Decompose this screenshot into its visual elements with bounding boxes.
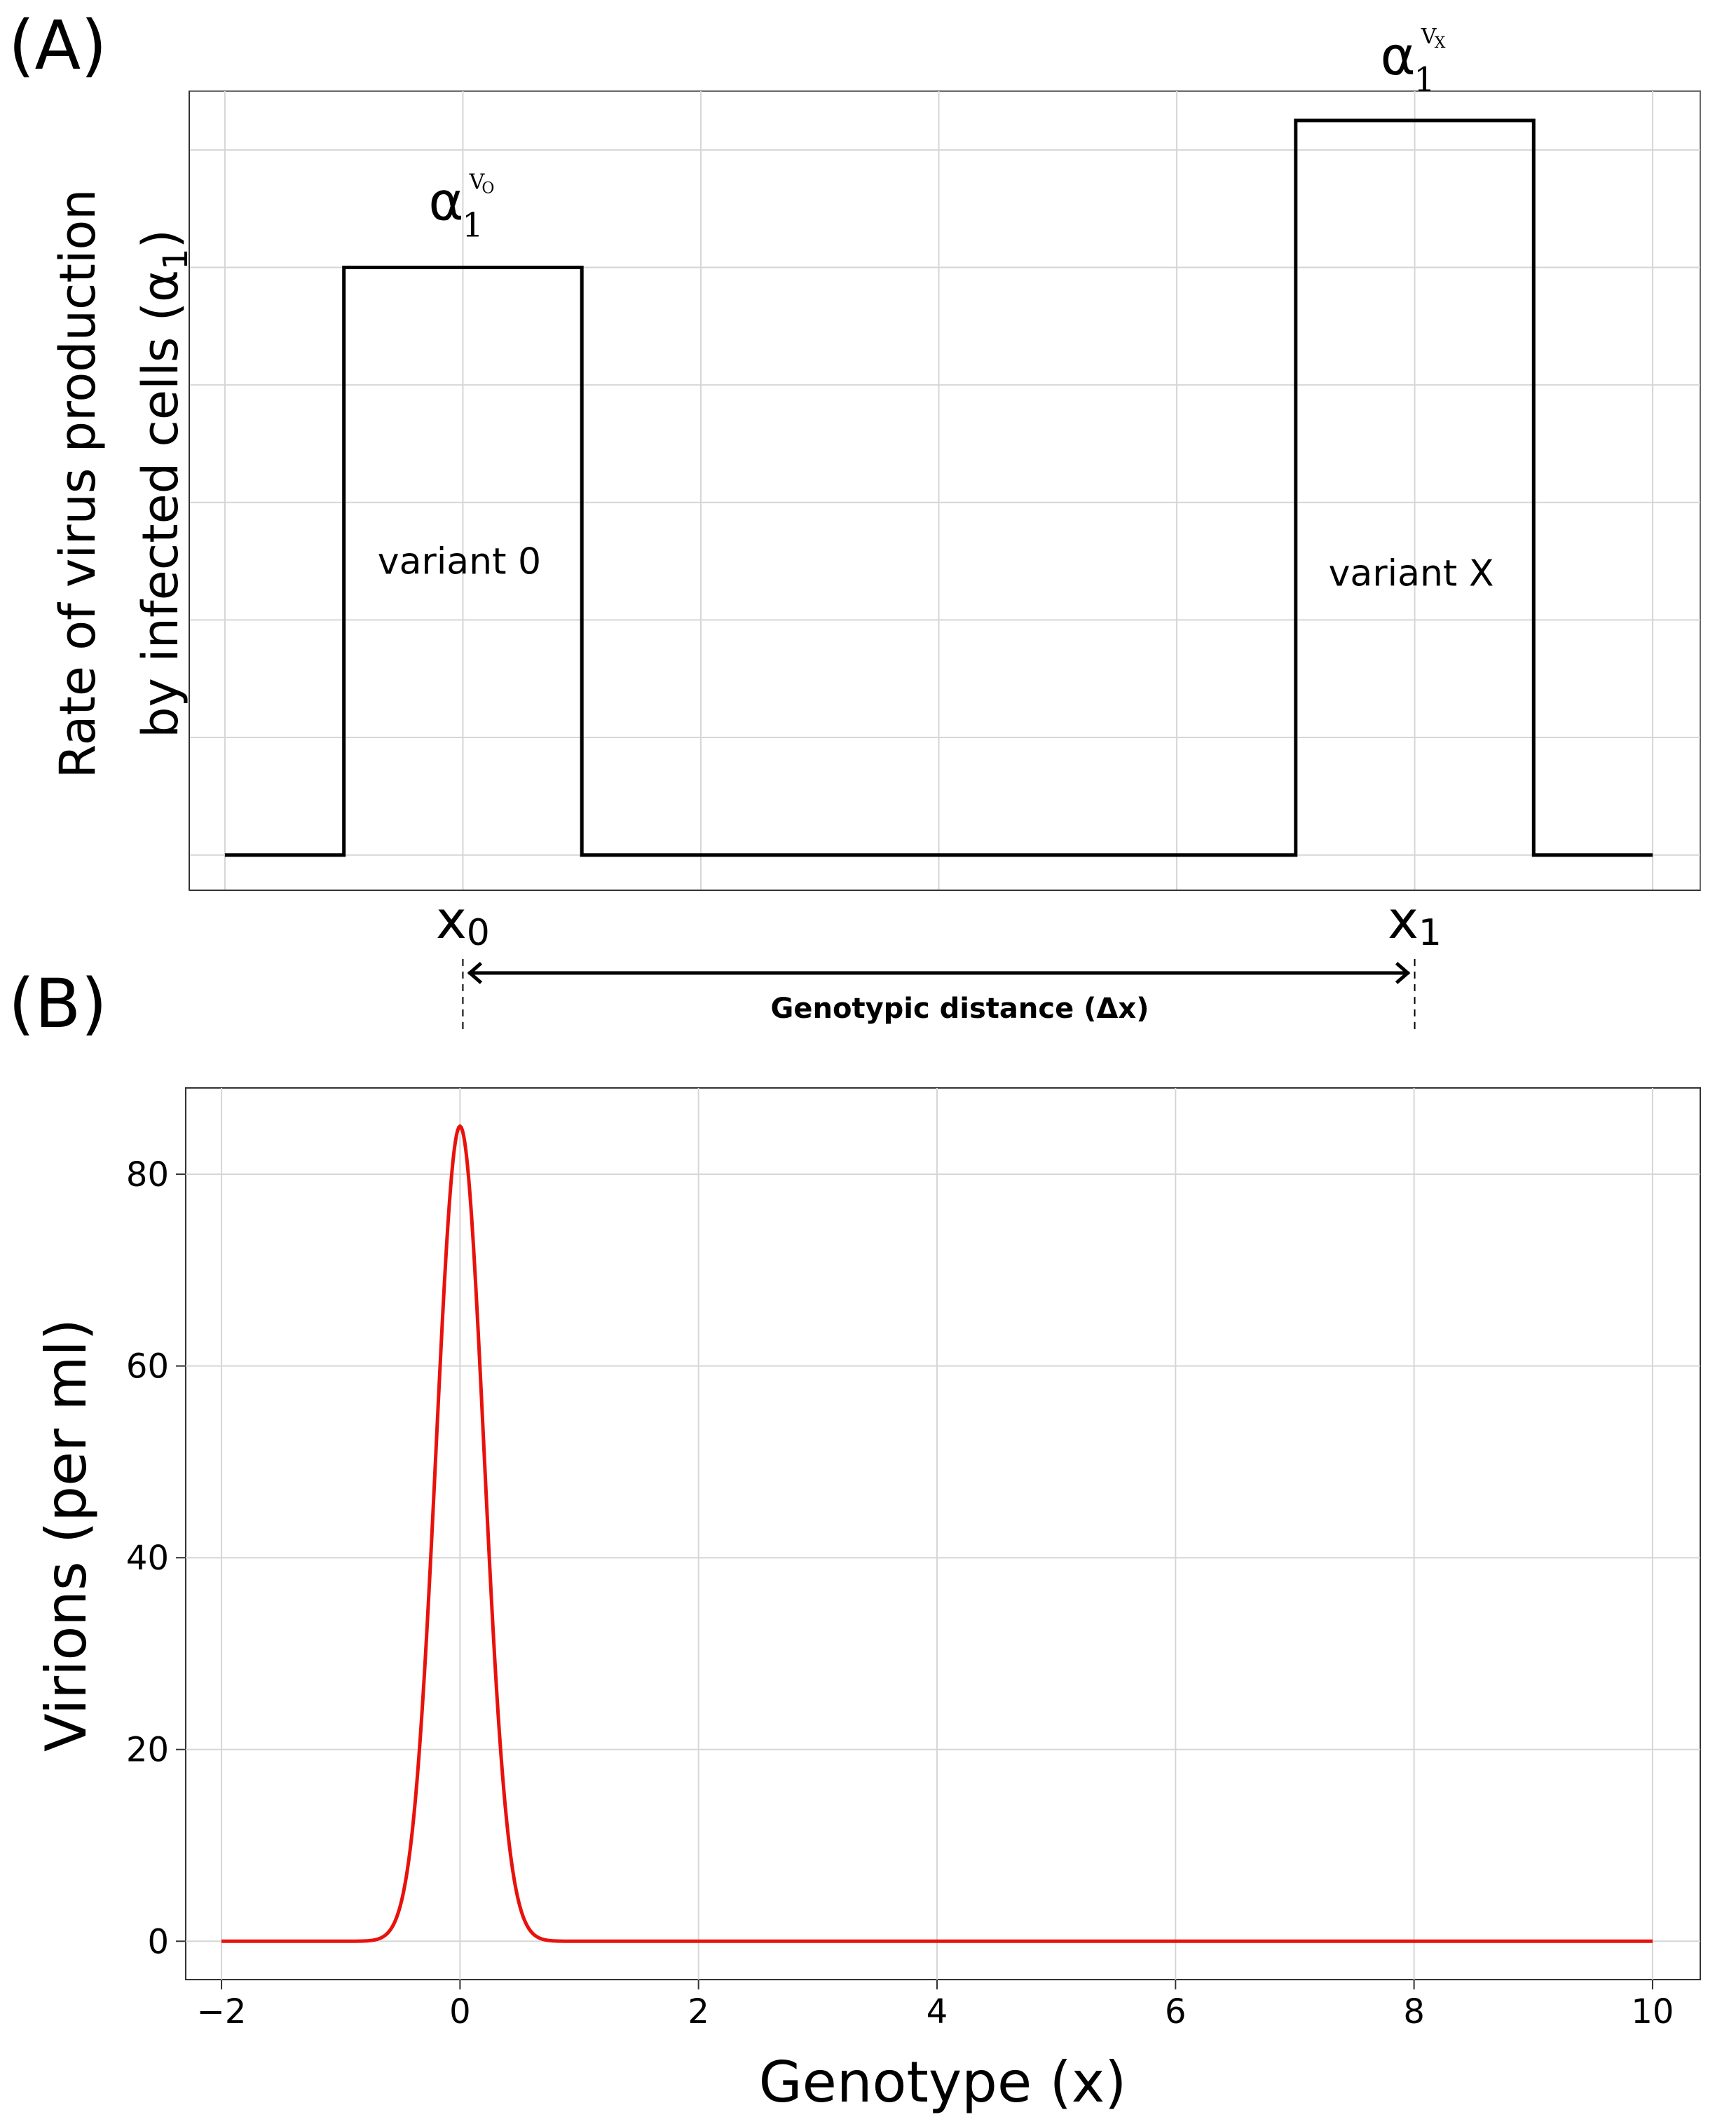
panel-b-x-tick-label: −2 — [197, 1992, 247, 2031]
peak-label-0-sup-sub: O — [481, 179, 494, 197]
panel-b-x-tick-label: 0 — [449, 1992, 471, 2031]
panel-b-y-ticks: 0 20 40 60 80 — [126, 1155, 186, 1961]
panel-b-x-tick-label: 10 — [1631, 1992, 1674, 2031]
panel-a: (A) Rate of virus production by infected… — [8, 6, 1701, 1029]
panel-a-ylabel-line2: by infected cells (α1) — [132, 229, 196, 738]
region-label-variant-x: variant X — [1329, 552, 1494, 594]
panel-a-y-axis-label: Rate of virus production by infected cel… — [49, 189, 196, 778]
panel-a-gridlines — [189, 91, 1700, 890]
panel-b-plot-area — [185, 1087, 1701, 1980]
peak-label-1-sup: V — [1421, 25, 1437, 49]
region-label-variant-0: variant 0 — [378, 541, 541, 583]
peak-label-1-sub: 1 — [1414, 60, 1435, 100]
panel-b-y-tick-label: 40 — [126, 1539, 169, 1578]
peak-label-1-base: α — [1381, 25, 1416, 87]
peak-label-variant-x: α 1 V X — [1381, 25, 1446, 100]
panel-a-ylabel-line1: Rate of virus production — [49, 189, 107, 778]
marker-x1: x1 — [1388, 890, 1442, 954]
panel-a-step-line — [224, 118, 1653, 857]
panel-b-x-axis-label: Genotype (x) — [759, 2050, 1127, 2115]
peak-label-1-sup-sub: X — [1435, 34, 1446, 52]
panel-b-y-tick-label: 20 — [126, 1731, 169, 1770]
panel-b-x-ticks: −2 0 2 4 6 8 10 — [197, 1980, 1674, 2031]
panel-b-y-tick-label: 80 — [126, 1155, 169, 1194]
panel-a-label: (A) — [8, 6, 107, 85]
peak-label-0-sup: V — [469, 170, 486, 194]
distance-arrow-head-left — [467, 962, 483, 984]
panel-b-x-tick-label: 4 — [927, 1992, 948, 2031]
panel-b-x-tick-label: 6 — [1165, 1992, 1187, 2031]
panel-a-plot-area — [189, 90, 1701, 891]
distance-label: Genotypic distance (Δx) — [771, 993, 1149, 1025]
panel-b-y-tick-label: 60 — [126, 1347, 169, 1387]
peak-label-0-sub: 1 — [462, 205, 484, 245]
genotypic-distance-annotation: Genotypic distance (Δx) — [462, 959, 1416, 1029]
marker-x0: x0 — [436, 890, 490, 954]
panel-b-x-tick-label: 8 — [1403, 1992, 1425, 2031]
panel-b-label: (B) — [8, 965, 107, 1043]
panel-b-y-axis-label: Virions (per ml) — [34, 1319, 99, 1752]
distance-arrow-head-right — [1395, 962, 1411, 984]
series-virions-line — [221, 1124, 1653, 1943]
panel-b-x-tick-label: 2 — [688, 1992, 709, 2031]
panel-b: (B) −2 0 2 4 6 8 10 0 20 40 60 80 Genotype (x) Vir… — [8, 965, 1701, 2115]
panel-b-y-tick-label: 0 — [147, 1922, 169, 1961]
peak-label-variant-0: α 1 V O — [428, 170, 494, 245]
peak-label-0-base: α — [428, 170, 463, 232]
